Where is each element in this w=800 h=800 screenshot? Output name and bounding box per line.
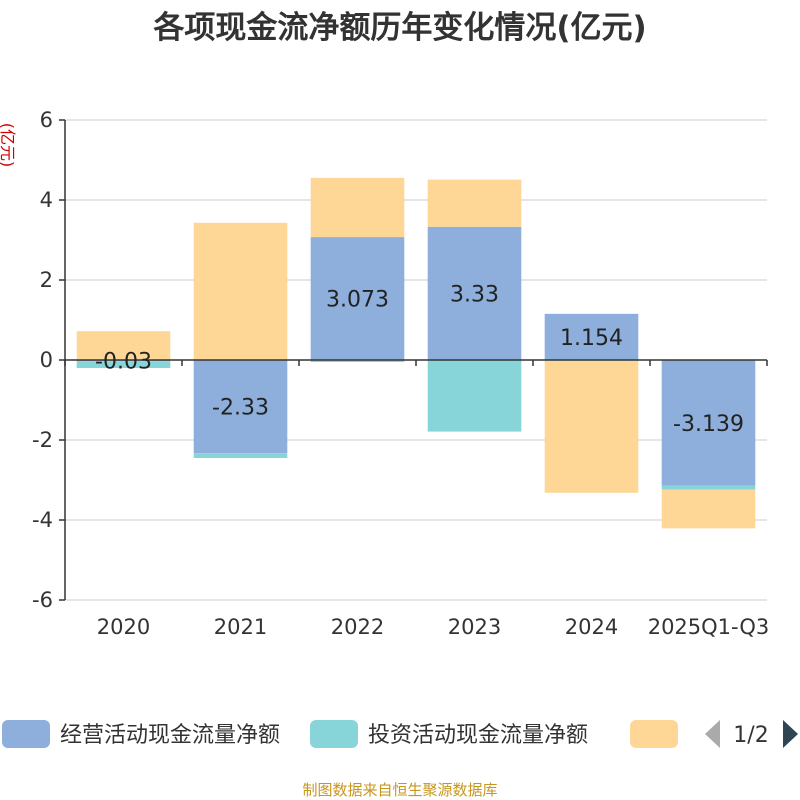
gridlines <box>65 119 767 601</box>
bar-s2-2023[interactable] <box>427 179 522 227</box>
y-tick-label: 4 <box>40 188 53 212</box>
source-note: 制图数据来自恒生聚源数据库 <box>302 781 497 799</box>
chart-title: 各项现金流净额历年变化情况(亿元) <box>152 10 646 46</box>
legend-next-page-icon[interactable] <box>783 720 798 748</box>
bar-s0-2025Q1-Q3[interactable] <box>661 360 756 486</box>
y-tick-label: 0 <box>40 348 53 372</box>
x-tick-label: 2023 <box>448 615 501 639</box>
y-tick-label: 6 <box>40 108 53 132</box>
bar-s1-2025Q1-Q3[interactable] <box>661 485 756 490</box>
y-tick-label: 2 <box>40 268 53 292</box>
data-label: 3.073 <box>326 288 389 313</box>
x-tick-label: 2022 <box>331 615 384 639</box>
y-tick-label: -6 <box>32 588 53 612</box>
legend-item-label[interactable]: 经营活动现金流量净额 <box>60 723 280 748</box>
x-ticks: 2020 2021 2022 2023 2024 2025Q1-Q3 <box>97 615 770 639</box>
data-label: -3.139 <box>673 412 744 437</box>
data-label: -2.33 <box>212 396 269 421</box>
x-tick-label: 2021 <box>214 615 267 639</box>
bar-s1-2023[interactable] <box>427 360 522 432</box>
legend-swatch[interactable] <box>630 720 678 748</box>
legend[interactable]: 经营活动现金流量净额 投资活动现金流量净额 1/2 <box>2 720 798 748</box>
x-tick-label: 2024 <box>565 615 618 639</box>
y-ticks: 6 4 2 0 -2 -4 -6 <box>32 108 65 612</box>
data-label: 1.154 <box>560 326 623 351</box>
bar-s0-2021[interactable] <box>193 360 288 454</box>
bar-s0-2024[interactable] <box>544 313 639 360</box>
y-axis-label: (亿元) <box>0 123 17 168</box>
bar-s0-2022[interactable] <box>310 237 405 360</box>
y-tick-label: -2 <box>32 428 53 452</box>
data-label: -0.03 <box>95 350 152 375</box>
legend-swatch[interactable] <box>2 720 50 748</box>
bars <box>76 177 756 529</box>
bar-s0-2023[interactable] <box>427 226 522 360</box>
bar-s2-2025Q1-Q3[interactable] <box>661 489 756 529</box>
bar-s2-2024[interactable] <box>544 360 639 493</box>
y-tick-label: -4 <box>32 508 53 532</box>
legend-page-indicator: 1/2 <box>733 723 768 748</box>
bar-s2-2022[interactable] <box>310 177 405 238</box>
bar-s1-2021[interactable] <box>193 453 288 458</box>
bar-s2-2020[interactable] <box>76 331 171 360</box>
bar-s1-2020[interactable] <box>76 361 171 368</box>
x-tick-label: 2020 <box>97 615 150 639</box>
legend-swatch[interactable] <box>310 720 358 748</box>
legend-prev-page-icon[interactable] <box>705 720 720 748</box>
legend-item-label[interactable]: 投资活动现金流量净额 <box>368 723 588 748</box>
bar-s1-2022[interactable] <box>310 360 405 362</box>
data-label: 3.33 <box>450 282 499 307</box>
x-tick-label: 2025Q1-Q3 <box>648 615 770 639</box>
data-labels: -0.03 -2.33 3.073 3.33 1.154 -3.139 <box>95 282 744 436</box>
bar-s2-2021[interactable] <box>193 222 288 360</box>
